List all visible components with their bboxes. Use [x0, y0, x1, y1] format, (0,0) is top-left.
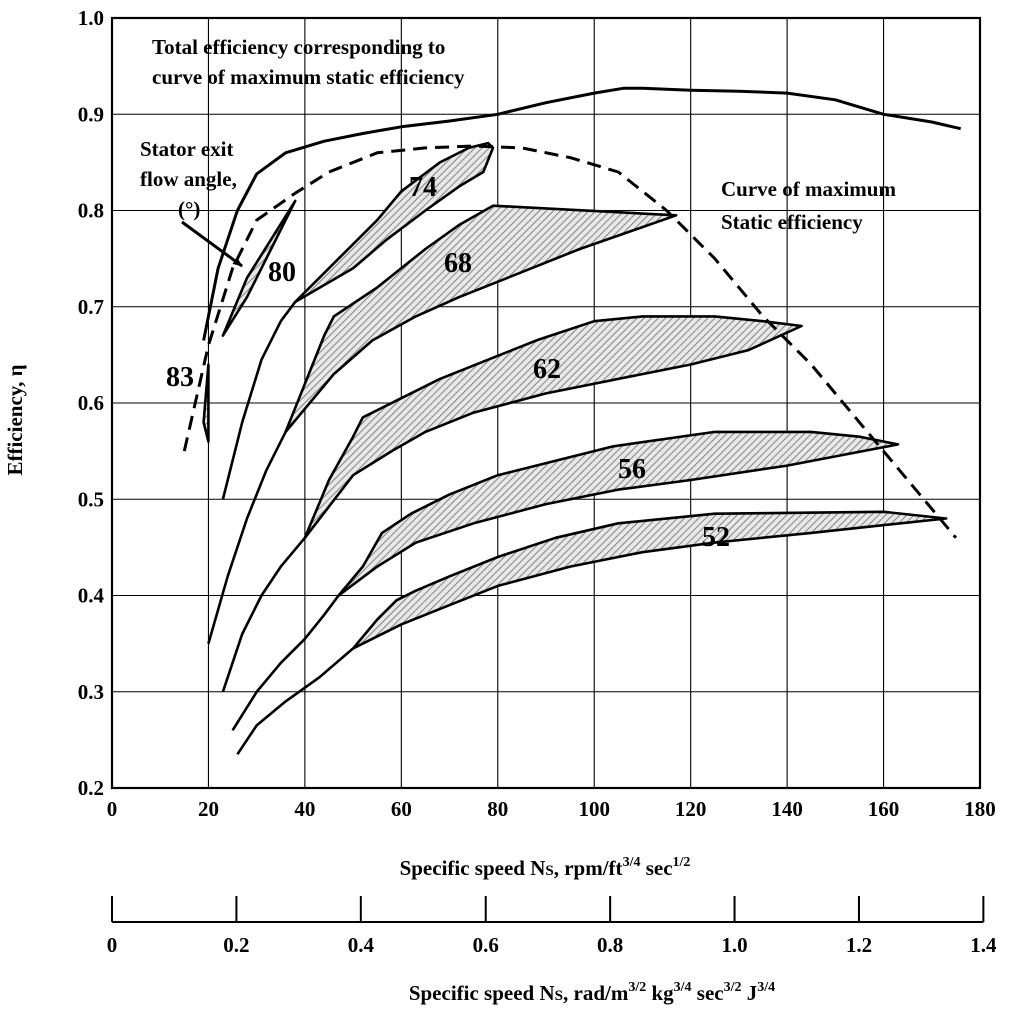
x2-tick-0.6: 0.6 [473, 933, 499, 957]
x-tick-40: 40 [294, 797, 315, 821]
stator-exit-label-line3: (°) [178, 197, 200, 221]
band-label-68: 68 [444, 248, 472, 279]
band-80 [221, 199, 297, 337]
total-efficiency-label-line2: curve of maximum static efficiency [152, 65, 465, 89]
x2-tick-0.2: 0.2 [223, 933, 249, 957]
total-efficiency-curve [202, 86, 962, 341]
band-56 [337, 430, 900, 597]
x-axis-title: Specific speed NS, rpm/ft3/4 sec1/2 [400, 855, 691, 880]
y-tick-0.2: 0.2 [78, 776, 104, 800]
y-axis-title: Efficiency, η [3, 364, 27, 475]
efficiency-bands [202, 141, 948, 756]
x2-tick-0.4: 0.4 [348, 933, 375, 957]
y-tick-1.0: 1.0 [78, 6, 104, 30]
y-tick-0.7: 0.7 [78, 295, 104, 319]
x-tick-80: 80 [487, 797, 508, 821]
x-tick-100: 100 [578, 797, 610, 821]
band-lead-62 [221, 536, 306, 693]
band-lead-68 [207, 431, 287, 644]
secondary-x-axis-title: Specific speed NS, rad/m3/2 kg3/4 sec3/2… [409, 980, 775, 1005]
max-static-label-line2: Static efficiency [721, 210, 863, 234]
band-label-52: 52 [702, 522, 730, 553]
x-tick-60: 60 [391, 797, 412, 821]
x-tick-160: 160 [868, 797, 900, 821]
band-labels: 83 80 74 68 62 56 52 [166, 172, 730, 553]
y-tick-0.9: 0.9 [78, 102, 104, 126]
x2-tick-0: 0 [107, 933, 118, 957]
band-label-80: 80 [268, 257, 296, 288]
total-efficiency-label-line1: Total efficiency corresponding to [152, 35, 445, 59]
band-52 [351, 510, 948, 650]
band-68 [284, 204, 678, 434]
band-lead-74 [221, 301, 297, 500]
x2-tick-1.4: 1.4 [970, 933, 997, 957]
efficiency-curves [182, 86, 962, 539]
max-static-efficiency-curve [182, 144, 958, 539]
band-label-62: 62 [533, 354, 561, 385]
y-tick-0.3: 0.3 [78, 680, 104, 704]
band-62 [303, 315, 803, 540]
y-tick-labels: 0.2 0.3 0.4 0.5 0.6 0.7 0.8 0.9 1.0 [78, 6, 105, 800]
y-tick-0.8: 0.8 [78, 199, 104, 223]
band-label-74: 74 [409, 172, 437, 203]
max-static-label-line1: Curve of maximum [721, 177, 896, 201]
y-tick-0.6: 0.6 [78, 391, 104, 415]
x-tick-20: 20 [198, 797, 219, 821]
band-lead-56 [231, 594, 340, 731]
stator-exit-label-line2: flow angle, [140, 167, 237, 191]
x-tick-120: 120 [675, 797, 707, 821]
grid-lines [112, 18, 980, 788]
stator-exit-label-line1: Stator exit [140, 137, 234, 161]
x-tick-0: 0 [107, 797, 118, 821]
plot-frame [110, 16, 982, 790]
x-tick-180: 180 [964, 797, 996, 821]
x2-tick-1.0: 1.0 [721, 933, 747, 957]
band-83 [202, 363, 210, 443]
band-label-56: 56 [618, 454, 646, 485]
x-tick-labels: 0 20 40 60 80 100 120 140 160 180 [107, 797, 996, 821]
stator-arrow [181, 220, 243, 268]
x2-tick-0.8: 0.8 [597, 933, 623, 957]
y-tick-0.4: 0.4 [78, 584, 105, 608]
x-tick-140: 140 [771, 797, 803, 821]
secondary-x-tick-labels: 0 0.2 0.4 0.6 0.8 1.0 1.2 1.4 [107, 896, 997, 957]
x2-tick-1.2: 1.2 [846, 933, 872, 957]
band-lead-52 [236, 647, 354, 756]
band-label-83: 83 [166, 362, 194, 393]
y-tick-0.5: 0.5 [78, 487, 104, 511]
